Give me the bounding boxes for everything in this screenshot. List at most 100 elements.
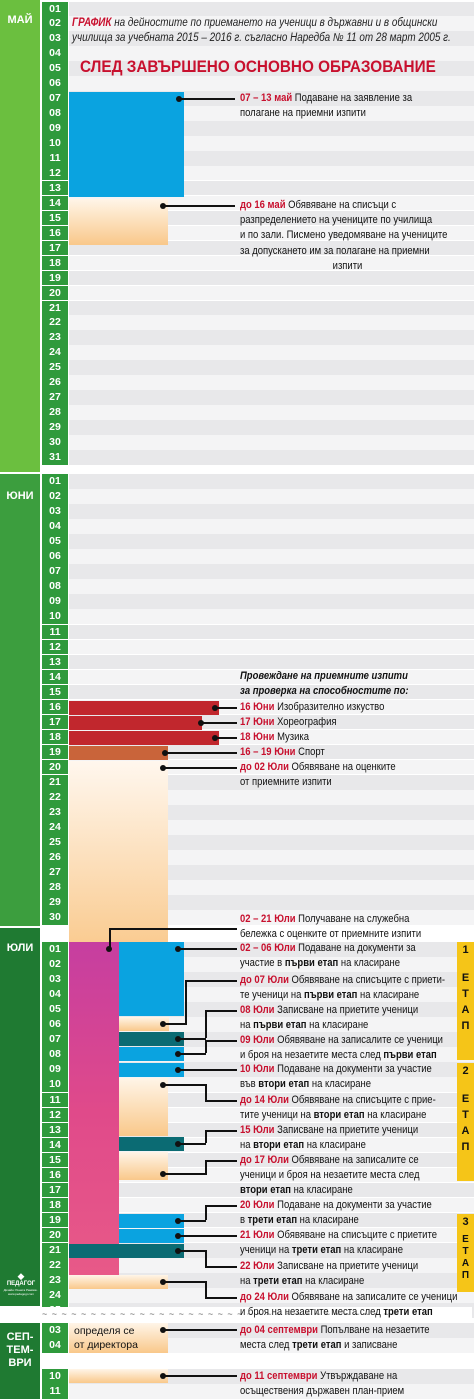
day-row-june-14 — [69, 669, 474, 685]
event-s2-enroll-text2b: втори етап — [253, 1139, 305, 1152]
day-cell-may-25: 25 — [42, 360, 68, 375]
day-cell-may-01: 01 — [42, 1, 68, 16]
event-exam-art-text: Изобразително изкуство — [277, 701, 385, 713]
day-cell-may-26: 26 — [42, 375, 68, 390]
line-e10-b — [185, 980, 237, 982]
event-grades-text2: от приемните изпити — [240, 776, 332, 789]
day-cell-june-12: 12 — [42, 639, 68, 655]
day-cell-may-18: 18 — [42, 255, 68, 271]
day-cell-june-02: 02 — [42, 489, 68, 504]
day-cell-may-19: 19 — [42, 270, 68, 286]
event-s2-docs-text2b: втори етап — [258, 1078, 310, 1091]
event-s1-enroll-text2a: на — [240, 1019, 254, 1032]
day-row-sep-10 — [69, 1369, 474, 1384]
bar-exam-music — [69, 731, 219, 745]
day-cell-july-06: 06 — [42, 1017, 68, 1032]
etap-1-number: 1 — [462, 944, 469, 956]
event-s2-vacant-text3a: втори етап — [240, 1184, 291, 1197]
day-cell-may-06: 06 — [42, 76, 68, 91]
day-row-june-30 — [69, 910, 474, 925]
event-s3-docs-text1: Подаване на документи за участие — [277, 1199, 432, 1211]
bar-sep-approve — [69, 1369, 168, 1383]
line-e11-v — [205, 1010, 207, 1038]
line-e20-v — [205, 1281, 207, 1297]
day-row-june-22 — [69, 790, 474, 805]
event-s1-list-text2b: първи етап — [303, 989, 358, 1002]
day-row-may-27 — [69, 390, 474, 405]
day-cell-may-17: 17 — [42, 240, 68, 256]
day-row-may-03 — [69, 31, 474, 46]
etap-2-word: Е Т А П — [461, 1093, 470, 1153]
event-exam-music: 18 Юни Музика — [240, 730, 309, 745]
event-s1-list: до 07 Юли Обявяване на списъците с приет… — [240, 973, 445, 1003]
day-row-july-22 — [69, 1258, 474, 1273]
bar-stage1-list — [119, 1017, 169, 1031]
day-cell-may-05: 05 — [42, 61, 68, 76]
day-cell-july-05: 05 — [42, 1002, 68, 1017]
event-sep-approve-date: до 11 септември — [240, 1370, 318, 1382]
event-s1-list-text2a: те ученици на — [240, 989, 304, 1002]
day-row-june-12 — [69, 639, 474, 655]
event-sep-approve-text2: осъществения държавен план-прием — [240, 1385, 405, 1398]
day-cell-july-09: 09 — [42, 1062, 68, 1077]
day-row-may-04 — [69, 46, 474, 61]
day-row-july-11 — [69, 1092, 474, 1107]
sep-note-line1: определя се — [74, 1325, 135, 1337]
event-s2-docs-date: 10 Юли — [240, 1063, 275, 1075]
line-e17-b — [205, 1205, 237, 1207]
line-e4 — [201, 722, 237, 724]
day-row-july-13 — [69, 1122, 474, 1138]
header-title-red: ГРАФИК — [72, 17, 112, 29]
day-cell-july-21: 21 — [42, 1243, 68, 1258]
event-sep-fill-text2b: трети етап — [292, 1339, 342, 1352]
event-s2-list-date: до 14 Юли — [240, 1094, 289, 1106]
event-s3-enroll-text2c: на класиране — [302, 1275, 365, 1288]
day-row-july-18 — [69, 1197, 474, 1213]
event-s1-docs-text2a: участие в — [240, 957, 285, 970]
dot-e8 — [106, 946, 112, 952]
line-e6 — [165, 752, 237, 754]
day-cell-july-08: 08 — [42, 1047, 68, 1062]
sep-note-line2: от директора — [74, 1339, 138, 1351]
day-row-june-25 — [69, 835, 474, 850]
day-row-may-21 — [69, 300, 474, 315]
day-row-may-28 — [69, 405, 474, 420]
etap-3-word: Е Т А П — [461, 1234, 470, 1281]
event-s3-enroll-text2b: трети етап — [253, 1275, 303, 1288]
month-june: ЮНИ — [0, 474, 40, 926]
line-e7 — [163, 767, 237, 769]
day-cell-june-04: 04 — [42, 519, 68, 534]
exam-heading-2: за проверка на способностите по: — [240, 685, 409, 698]
day-cell-may-02: 02 — [42, 16, 68, 31]
event-sep-approve: до 11 септември Утвърждаване на осъществ… — [240, 1369, 404, 1399]
day-row-may-31 — [69, 450, 474, 465]
day-row-may-24 — [69, 345, 474, 360]
line-e17-a — [178, 1220, 206, 1222]
day-row-may-16 — [69, 225, 474, 241]
etap-2-marker: 2 Е Т А П — [457, 1063, 474, 1181]
event-s2-enroll-text2a: на — [240, 1139, 254, 1152]
sep-label-1: СЕП- — [6, 1331, 34, 1343]
event-s1-enroll-date: 08 Юли — [240, 1004, 275, 1016]
day-cell-june-01: 01 — [42, 474, 68, 489]
day-cell-sep-10: 10 — [42, 1369, 68, 1384]
event-exam-sport-text: Спорт — [298, 746, 325, 758]
bar-stage1-docs — [119, 942, 184, 1016]
event-exam-music-text: Музика — [277, 731, 310, 743]
header-title: ГРАФИК на дейностите по приемането на уч… — [72, 16, 451, 45]
event-s2-enroll: 15 Юли Записване на приетите ученици на … — [240, 1123, 418, 1153]
day-cell-may-27: 27 — [42, 390, 68, 405]
event-s1-docs-text2c: на класиране — [338, 957, 401, 970]
day-row-may-17 — [69, 240, 474, 256]
day-cell-july-24: 24 — [42, 1288, 68, 1303]
day-cell-may-22: 22 — [42, 315, 68, 330]
day-row-june-24 — [69, 820, 474, 835]
day-row-may-20 — [69, 285, 474, 301]
day-cell-june-23: 23 — [42, 805, 68, 820]
day-cell-june-08: 08 — [42, 579, 68, 594]
day-row-june-15 — [69, 684, 474, 700]
day-row-june-04 — [69, 519, 474, 534]
day-cell-sep-11: 11 — [42, 1384, 68, 1399]
event-sep-fill-text2c: и записване — [341, 1339, 398, 1352]
logo-name: ПЕДАГОГ — [6, 1281, 36, 1287]
